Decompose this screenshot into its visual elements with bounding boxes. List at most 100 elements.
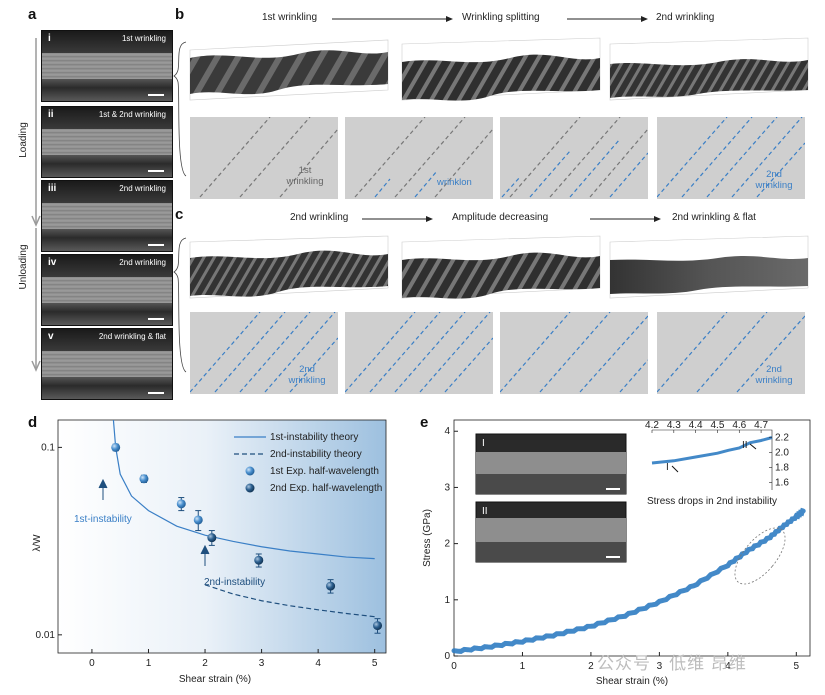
inset-x-tick-label: 4.3 xyxy=(667,420,681,431)
inset-y-tick-label: 1.6 xyxy=(775,478,789,489)
b-schematic-2: wrinklon xyxy=(345,117,493,199)
inset-x-tick-label: 4.7 xyxy=(754,420,768,431)
b-arrow-2 xyxy=(567,16,648,22)
annotation-1st-instability: 1st-instability xyxy=(74,514,132,525)
legend-1st-exp: 1st Exp. half-wavelength xyxy=(270,466,379,477)
c-schematic-3 xyxy=(500,312,648,394)
c-schematic-3-lines xyxy=(500,312,648,393)
chart-d-theory-lines xyxy=(112,419,375,618)
x-tick-label: 3 xyxy=(657,661,663,672)
scale-bar xyxy=(148,244,164,246)
chart-e-ylabel: Stress (GPa) xyxy=(422,509,433,567)
sem-image-ii: ii 1st & 2nd wrinkling xyxy=(41,106,173,178)
b-schematic-1-lines xyxy=(199,117,338,198)
b-schematic-3-lines xyxy=(501,117,648,198)
exp-2nd-point xyxy=(373,621,383,631)
x-tick-label: 0 xyxy=(89,658,95,669)
exp-2nd-point xyxy=(207,533,217,543)
y-tick-label: 4 xyxy=(444,426,450,437)
inset-y-tick-label: 2.2 xyxy=(775,433,789,444)
sem-inset-II: II xyxy=(475,501,627,563)
b-label-wrinklon: wrinklon xyxy=(437,177,472,188)
sem-image-i: i 1st wrinkling xyxy=(41,30,173,102)
theory-2nd-line xyxy=(204,584,375,618)
sem-label-iii: 2nd wrinkling xyxy=(119,184,166,193)
b-schematic-2-lines xyxy=(354,117,493,198)
inset-y-tick-label: 2.0 xyxy=(775,448,789,459)
y-tick-label: 0.01 xyxy=(36,630,56,641)
panel-label-e: e xyxy=(420,414,429,431)
scale-bar xyxy=(148,392,164,394)
sem-inset-I-label: I xyxy=(482,438,485,449)
c-header-1: 2nd wrinkling xyxy=(290,212,349,223)
y-tick-label: 1 xyxy=(444,595,450,606)
panel-label-c: c xyxy=(175,206,184,223)
exp-1st-point xyxy=(139,474,149,484)
arrow-1st xyxy=(98,478,108,500)
x-tick-label: 4 xyxy=(315,658,321,669)
sem-label-v: 2nd wrinkling & flat xyxy=(98,332,166,341)
stress-curve xyxy=(451,507,806,654)
inset-x-tick-label: 4.6 xyxy=(732,420,746,431)
inset-y-tick-label: 1.8 xyxy=(775,463,789,474)
b-header-2: Wrinkling splitting xyxy=(462,12,540,23)
b-label-2nd: 2nd wrinkling xyxy=(755,169,793,191)
legend-marker-1st xyxy=(245,466,255,476)
panel-label-a: a xyxy=(28,6,37,23)
b-surface-2 xyxy=(401,37,601,101)
c-schematic-1: 2nd wrinkling xyxy=(190,312,338,394)
sem-roman-iii: iii xyxy=(48,183,57,194)
b-surface-3 xyxy=(609,37,809,101)
inset-x-tick-label: 4.5 xyxy=(711,420,725,431)
c-surface-1 xyxy=(189,235,389,299)
exp-1st-point xyxy=(111,442,121,452)
sem-roman-v: v xyxy=(48,331,54,342)
c-label-2nd-a: 2nd wrinkling xyxy=(288,364,326,386)
y-tick-label: 0 xyxy=(444,651,450,662)
b-schematic-1: 1st wrinkling xyxy=(190,117,338,199)
y-tick-label: 3 xyxy=(444,482,450,493)
c-arrow-1 xyxy=(362,216,433,222)
sem-roman-i: i xyxy=(48,33,51,44)
scale-bar xyxy=(148,94,164,96)
chart-e-xlabel: Shear strain (%) xyxy=(596,676,668,687)
x-tick-label: 5 xyxy=(372,658,378,669)
sem-label-iv: 2nd wrinkling xyxy=(119,258,166,267)
legend-2nd-exp: 2nd Exp. half-wavelength xyxy=(270,483,382,494)
x-tick-label: 0 xyxy=(451,661,457,672)
b-header-3: 2nd wrinkling xyxy=(656,12,715,23)
scale-bar xyxy=(148,170,164,172)
b-arrow-1 xyxy=(332,16,453,22)
c-schematic-2-lines xyxy=(345,312,493,393)
inset-x-tick-label: 4.2 xyxy=(645,420,659,431)
c-surface-3 xyxy=(609,235,809,299)
zoom-ellipse xyxy=(734,527,786,585)
exp-1st-point xyxy=(176,499,186,509)
c-arrow-2 xyxy=(590,216,661,222)
c-schematic-2 xyxy=(345,312,493,394)
sem-label-ii: 1st & 2nd wrinkling xyxy=(98,110,166,119)
watermark: 公众号 · 低维 昂维 xyxy=(597,654,747,673)
y-tick-label: 0.1 xyxy=(41,442,55,453)
exp-2nd-point xyxy=(326,581,336,591)
b-header-1: 1st wrinkling xyxy=(262,12,318,23)
b-schematic-3 xyxy=(500,117,648,199)
panel-a-arrows xyxy=(31,38,41,372)
sem-label-i: 1st wrinkling xyxy=(121,34,166,43)
b-brace xyxy=(173,41,187,177)
chart-d-ticks: 0 1 2 3 4 5 0.01 0.1 xyxy=(36,442,378,669)
arrow-2nd xyxy=(200,544,210,566)
legend-2nd-theory: 2nd-instability theory xyxy=(270,449,362,460)
y-tick-label: 2 xyxy=(444,539,450,550)
sem-inset-I: I xyxy=(475,433,627,495)
panel-label-b: b xyxy=(175,6,185,23)
scale-bar xyxy=(148,318,164,320)
chart-d: 0 1 2 3 4 5 0.01 0.1 1st-instability theory 2nd… xyxy=(32,419,387,685)
x-tick-label: 2 xyxy=(202,658,208,669)
legend-marker-2nd xyxy=(245,483,255,493)
inset-marker-I: I xyxy=(666,462,669,473)
x-tick-label: 1 xyxy=(146,658,152,669)
chart-d-xlabel: Shear strain (%) xyxy=(179,674,251,685)
sem-image-iv: iv 2nd wrinkling xyxy=(41,254,173,326)
c-schematic-4: 2nd wrinkling xyxy=(657,312,805,394)
